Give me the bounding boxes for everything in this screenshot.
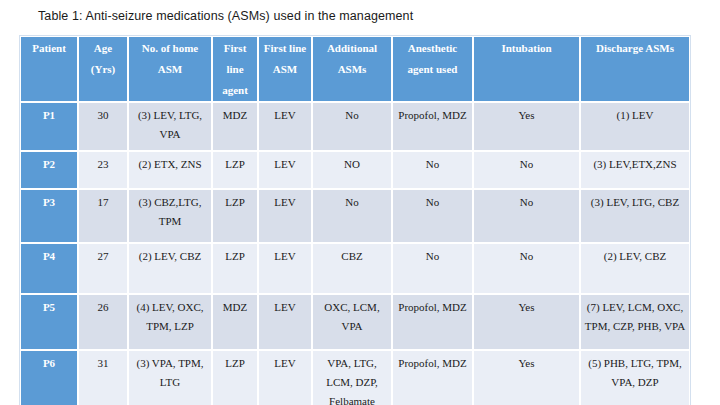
table-row: P3 17 (3) CBZ,LTG, TPM LZP LEV No No No …	[20, 189, 690, 243]
table-row: P5 26 (4) LEV, OXC, TPM, LZP MDZ LEV OXC…	[20, 294, 690, 350]
patient-cell: P5	[20, 294, 78, 350]
table-cell: Yes	[473, 294, 580, 350]
table-cell: VPA, LTG, LCM, DZP, Felbamate	[312, 350, 392, 405]
table-row: P2 23 (2) ETX, ZNS LZP LEV NO No No (3) …	[20, 151, 690, 189]
table-cell: (1) LEV	[580, 102, 690, 151]
asm-table: Patient Age (Yrs) No. of home ASM First …	[20, 36, 690, 405]
table-row: P6 31 (3) VPA, TPM, LTG LZP LEV VPA, LTG…	[20, 350, 690, 405]
patient-cell: P3	[20, 189, 78, 243]
table-cell: 26	[78, 294, 128, 350]
table-caption: Table 1: Anti-seizure medications (ASMs)…	[38, 9, 413, 23]
patient-cell: P4	[20, 243, 78, 294]
col-header-first-line-asm: First line ASM	[258, 36, 312, 102]
col-header-home-asm: No. of home ASM	[128, 36, 212, 102]
table-row: P1 30 (3) LEV, LTG, VPA MDZ LEV No Propo…	[20, 102, 690, 151]
table-cell: Yes	[473, 350, 580, 405]
table-cell: LZP	[212, 350, 258, 405]
col-header-patient: Patient	[20, 36, 78, 102]
table-cell: (3) LEV,ETX,ZNS	[580, 151, 690, 189]
col-header-anesthetic-agent: Anesthetic agent used	[392, 36, 473, 102]
col-header-intubation: Intubation	[473, 36, 580, 102]
table-cell: 23	[78, 151, 128, 189]
table-cell: LZP	[212, 189, 258, 243]
table-cell: Propofol, MDZ	[392, 350, 473, 405]
table-cell: (3) VPA, TPM, LTG	[128, 350, 212, 405]
table-cell: LEV	[258, 243, 312, 294]
table-cell: Propofol, MDZ	[392, 294, 473, 350]
table-cell: No	[392, 151, 473, 189]
table-cell: No	[473, 189, 580, 243]
table-cell: NO	[312, 151, 392, 189]
table-cell: 27	[78, 243, 128, 294]
table-cell: Yes	[473, 102, 580, 151]
table-cell: (5) PHB, LTG, TPM, VPA, DZP	[580, 350, 690, 405]
table-cell: (3) LEV, LTG, VPA	[128, 102, 212, 151]
table-cell: CBZ	[312, 243, 392, 294]
table-cell: LEV	[258, 151, 312, 189]
table-cell: No	[312, 102, 392, 151]
table-cell: (2) ETX, ZNS	[128, 151, 212, 189]
table-cell: LZP	[212, 151, 258, 189]
table-cell: LEV	[258, 350, 312, 405]
table-cell: 31	[78, 350, 128, 405]
table-cell: No	[392, 189, 473, 243]
table-row: P4 27 (2) LEV, CBZ LZP LEV CBZ No No (2)…	[20, 243, 690, 294]
table-cell: (7) LEV, LCM, OXC, TPM, CZP, PHB, VPA	[580, 294, 690, 350]
table-cell: (2) LEV, CBZ	[128, 243, 212, 294]
table-cell: MDZ	[212, 294, 258, 350]
table-cell: No	[392, 243, 473, 294]
patient-cell: P6	[20, 350, 78, 405]
col-header-additional-asms: Additional ASMs	[312, 36, 392, 102]
col-header-discharge-asms: Discharge ASMs	[580, 36, 690, 102]
patient-cell: P2	[20, 151, 78, 189]
table-cell: 17	[78, 189, 128, 243]
table-cell: No	[473, 151, 580, 189]
table-cell: No	[312, 189, 392, 243]
table-cell: LZP	[212, 243, 258, 294]
table-cell: 30	[78, 102, 128, 151]
table-cell: No	[473, 243, 580, 294]
col-header-age: Age (Yrs)	[78, 36, 128, 102]
table-cell: LEV	[258, 294, 312, 350]
header-row: Patient Age (Yrs) No. of home ASM First …	[20, 36, 690, 102]
table-cell: (3) CBZ,LTG, TPM	[128, 189, 212, 243]
patient-cell: P1	[20, 102, 78, 151]
table-cell: LEV	[258, 189, 312, 243]
table-cell: MDZ	[212, 102, 258, 151]
table-cell: (2) LEV, CBZ	[580, 243, 690, 294]
table-cell: Propofol, MDZ	[392, 102, 473, 151]
table-cell: LEV	[258, 102, 312, 151]
table-cell: (4) LEV, OXC, TPM, LZP	[128, 294, 212, 350]
table-cell: (3) LEV, LTG, CBZ	[580, 189, 690, 243]
col-header-first-line-agent: First line agent	[212, 36, 258, 102]
table-cell: OXC, LCM, VPA	[312, 294, 392, 350]
